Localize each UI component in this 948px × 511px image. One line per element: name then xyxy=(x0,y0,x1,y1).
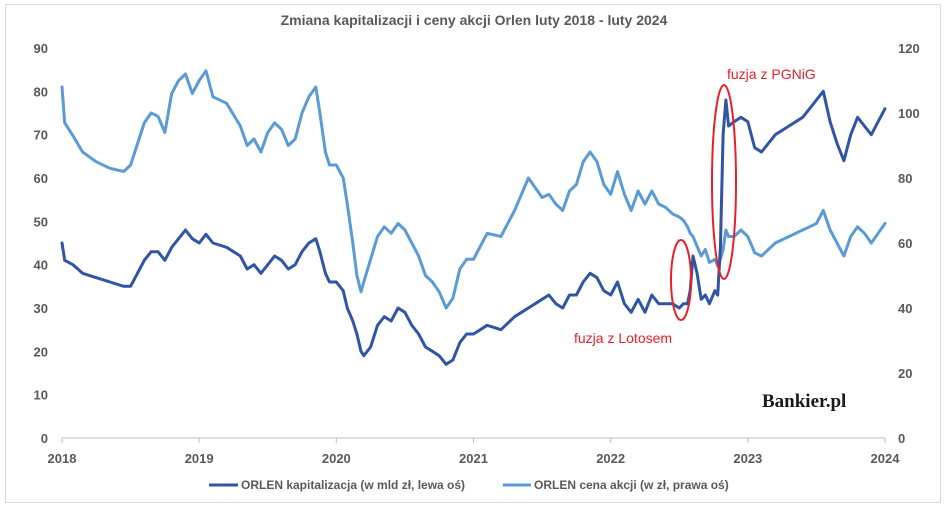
x-tick-label: 2021 xyxy=(459,451,488,466)
y-right-tick-label: 20 xyxy=(898,366,912,381)
lotos-highlight-ellipse xyxy=(670,239,692,321)
series-layer xyxy=(60,69,887,366)
y-left-tick-label: 30 xyxy=(34,301,48,316)
pgnig-highlight-ellipse xyxy=(711,84,737,280)
y-right-tick-label: 60 xyxy=(898,236,912,251)
y-left-tick-label: 70 xyxy=(34,128,48,143)
annotation-lotos: fuzja z Lotosem xyxy=(574,330,672,346)
y-left-tick-label: 80 xyxy=(34,84,48,99)
y-left-tick-label: 50 xyxy=(34,214,48,229)
y-left-tick-label: 90 xyxy=(34,41,48,56)
legend-label-kapitalizacja: ORLEN kapitalizacja (w mld zł, lewa oś) xyxy=(241,478,465,492)
x-tick-label: 2023 xyxy=(733,451,762,466)
y-left-tick-label: 0 xyxy=(41,431,48,446)
y-right-tick-label: 120 xyxy=(898,41,920,56)
y-left-tick-label: 40 xyxy=(34,258,48,273)
y-right-tick-label: 100 xyxy=(898,106,920,121)
y-right-tick-label: 0 xyxy=(898,431,905,446)
axes: 0 10 20 30 40 50 60 70 80 90 0 20 40 60 80 100 120 2018 20… xyxy=(34,41,920,466)
x-tick-label: 2020 xyxy=(322,451,351,466)
annotation-pgnig: fuzja z PGNiG xyxy=(727,66,816,82)
x-tick-label: 2022 xyxy=(596,451,625,466)
series-line-cena xyxy=(60,69,887,310)
x-tick-label: 2024 xyxy=(871,451,901,466)
series-line-kapitalizacja xyxy=(60,89,887,366)
legend: ORLEN kapitalizacja (w mld zł, lewa oś) … xyxy=(209,478,729,492)
chart-title: Zmiana kapitalizacji i ceny akcji Orlen … xyxy=(280,12,668,28)
y-left-tick-label: 20 xyxy=(34,344,48,359)
y-left-tick-label: 10 xyxy=(34,388,48,403)
annotation-layer: fuzja z PGNiG fuzja z Lotosem Bankier.pl xyxy=(574,66,846,412)
legend-label-cena: ORLEN cena akcji (w zł, prawa oś) xyxy=(534,478,729,492)
y-right-tick-label: 80 xyxy=(898,171,912,186)
y-right-tick-label: 40 xyxy=(898,301,912,316)
y-left-tick-label: 60 xyxy=(34,171,48,186)
x-tick-label: 2019 xyxy=(185,451,214,466)
x-tick-label: 2018 xyxy=(48,451,77,466)
bankier-watermark: Bankier.pl xyxy=(762,391,846,412)
